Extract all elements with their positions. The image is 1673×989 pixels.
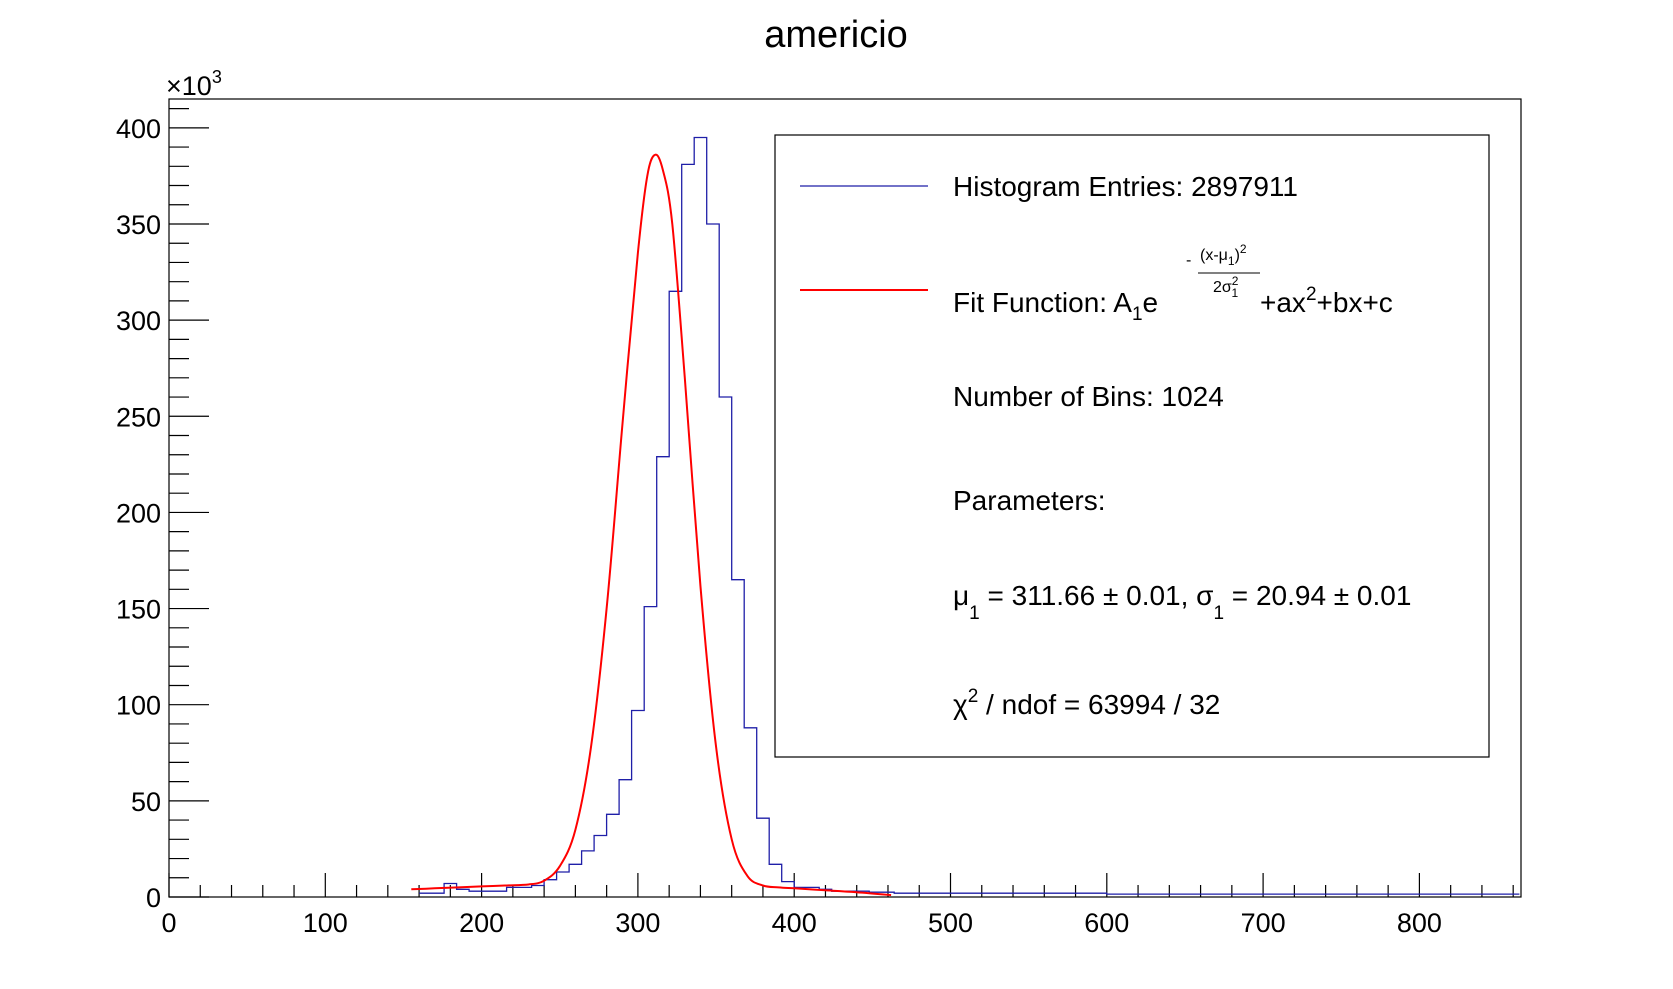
legend: Histogram Entries: 2897911 Fit Function:… — [774, 134, 1490, 758]
legend-box — [774, 134, 1490, 758]
legend-chi2-label: χ2 / ndof = 63994 / 32 — [953, 686, 1220, 720]
legend-histogram-label: Histogram Entries: 2897911 — [953, 171, 1298, 202]
plot-frame — [168, 98, 1522, 898]
x-tick-label: 600 — [1084, 908, 1129, 938]
x-tick-label: 100 — [303, 908, 348, 938]
y-tick-label: 350 — [116, 210, 161, 240]
y-tick-label: 400 — [116, 114, 161, 144]
legend-mu-sigma-label: μ1 = 311.66 ± 0.01, σ1 = 20.94 ± 0.01 — [953, 580, 1411, 624]
x-tick-label: 700 — [1241, 908, 1286, 938]
svg-text:+ax2+bx+c: +ax2+bx+c — [1260, 284, 1393, 318]
x-tick-label: 800 — [1397, 908, 1442, 938]
svg-text:-: - — [1186, 252, 1191, 269]
y-tick-label: 0 — [146, 883, 161, 913]
y-axis-multiplier: ×103 — [166, 67, 222, 101]
y-axis: 0 50 100 150 200 250 300 350 400 — [116, 108, 209, 913]
x-tick-label: 400 — [772, 908, 817, 938]
x-tick-label: 500 — [928, 908, 973, 938]
x-tick-label: 0 — [161, 908, 176, 938]
legend-parameters-label: Parameters: — [953, 485, 1106, 516]
x-tick-label: 200 — [459, 908, 504, 938]
y-tick-label: 50 — [131, 787, 161, 817]
fit-curve-series — [411, 153, 892, 897]
y-tick-label: 150 — [116, 595, 161, 625]
y-tick-label: 200 — [116, 498, 161, 528]
chart-title: americio — [764, 14, 908, 56]
y-tick-label: 250 — [116, 402, 161, 432]
legend-fit-label: Fit Function: A1e - (x-μ1)2 2σ2 1 +ax2+bx… — [953, 242, 1393, 325]
x-tick-label: 300 — [615, 908, 660, 938]
x-axis: 0 100 200 300 400 500 600 700 800 — [161, 873, 1514, 938]
y-tick-label: 300 — [116, 306, 161, 336]
svg-text:(x-μ1)2: (x-μ1)2 — [1200, 242, 1247, 268]
svg-text:Fit Function: A1e: Fit Function: A1e — [953, 287, 1158, 325]
legend-bins-label: Number of Bins: 1024 — [953, 381, 1224, 412]
y-tick-label: 100 — [116, 691, 161, 721]
